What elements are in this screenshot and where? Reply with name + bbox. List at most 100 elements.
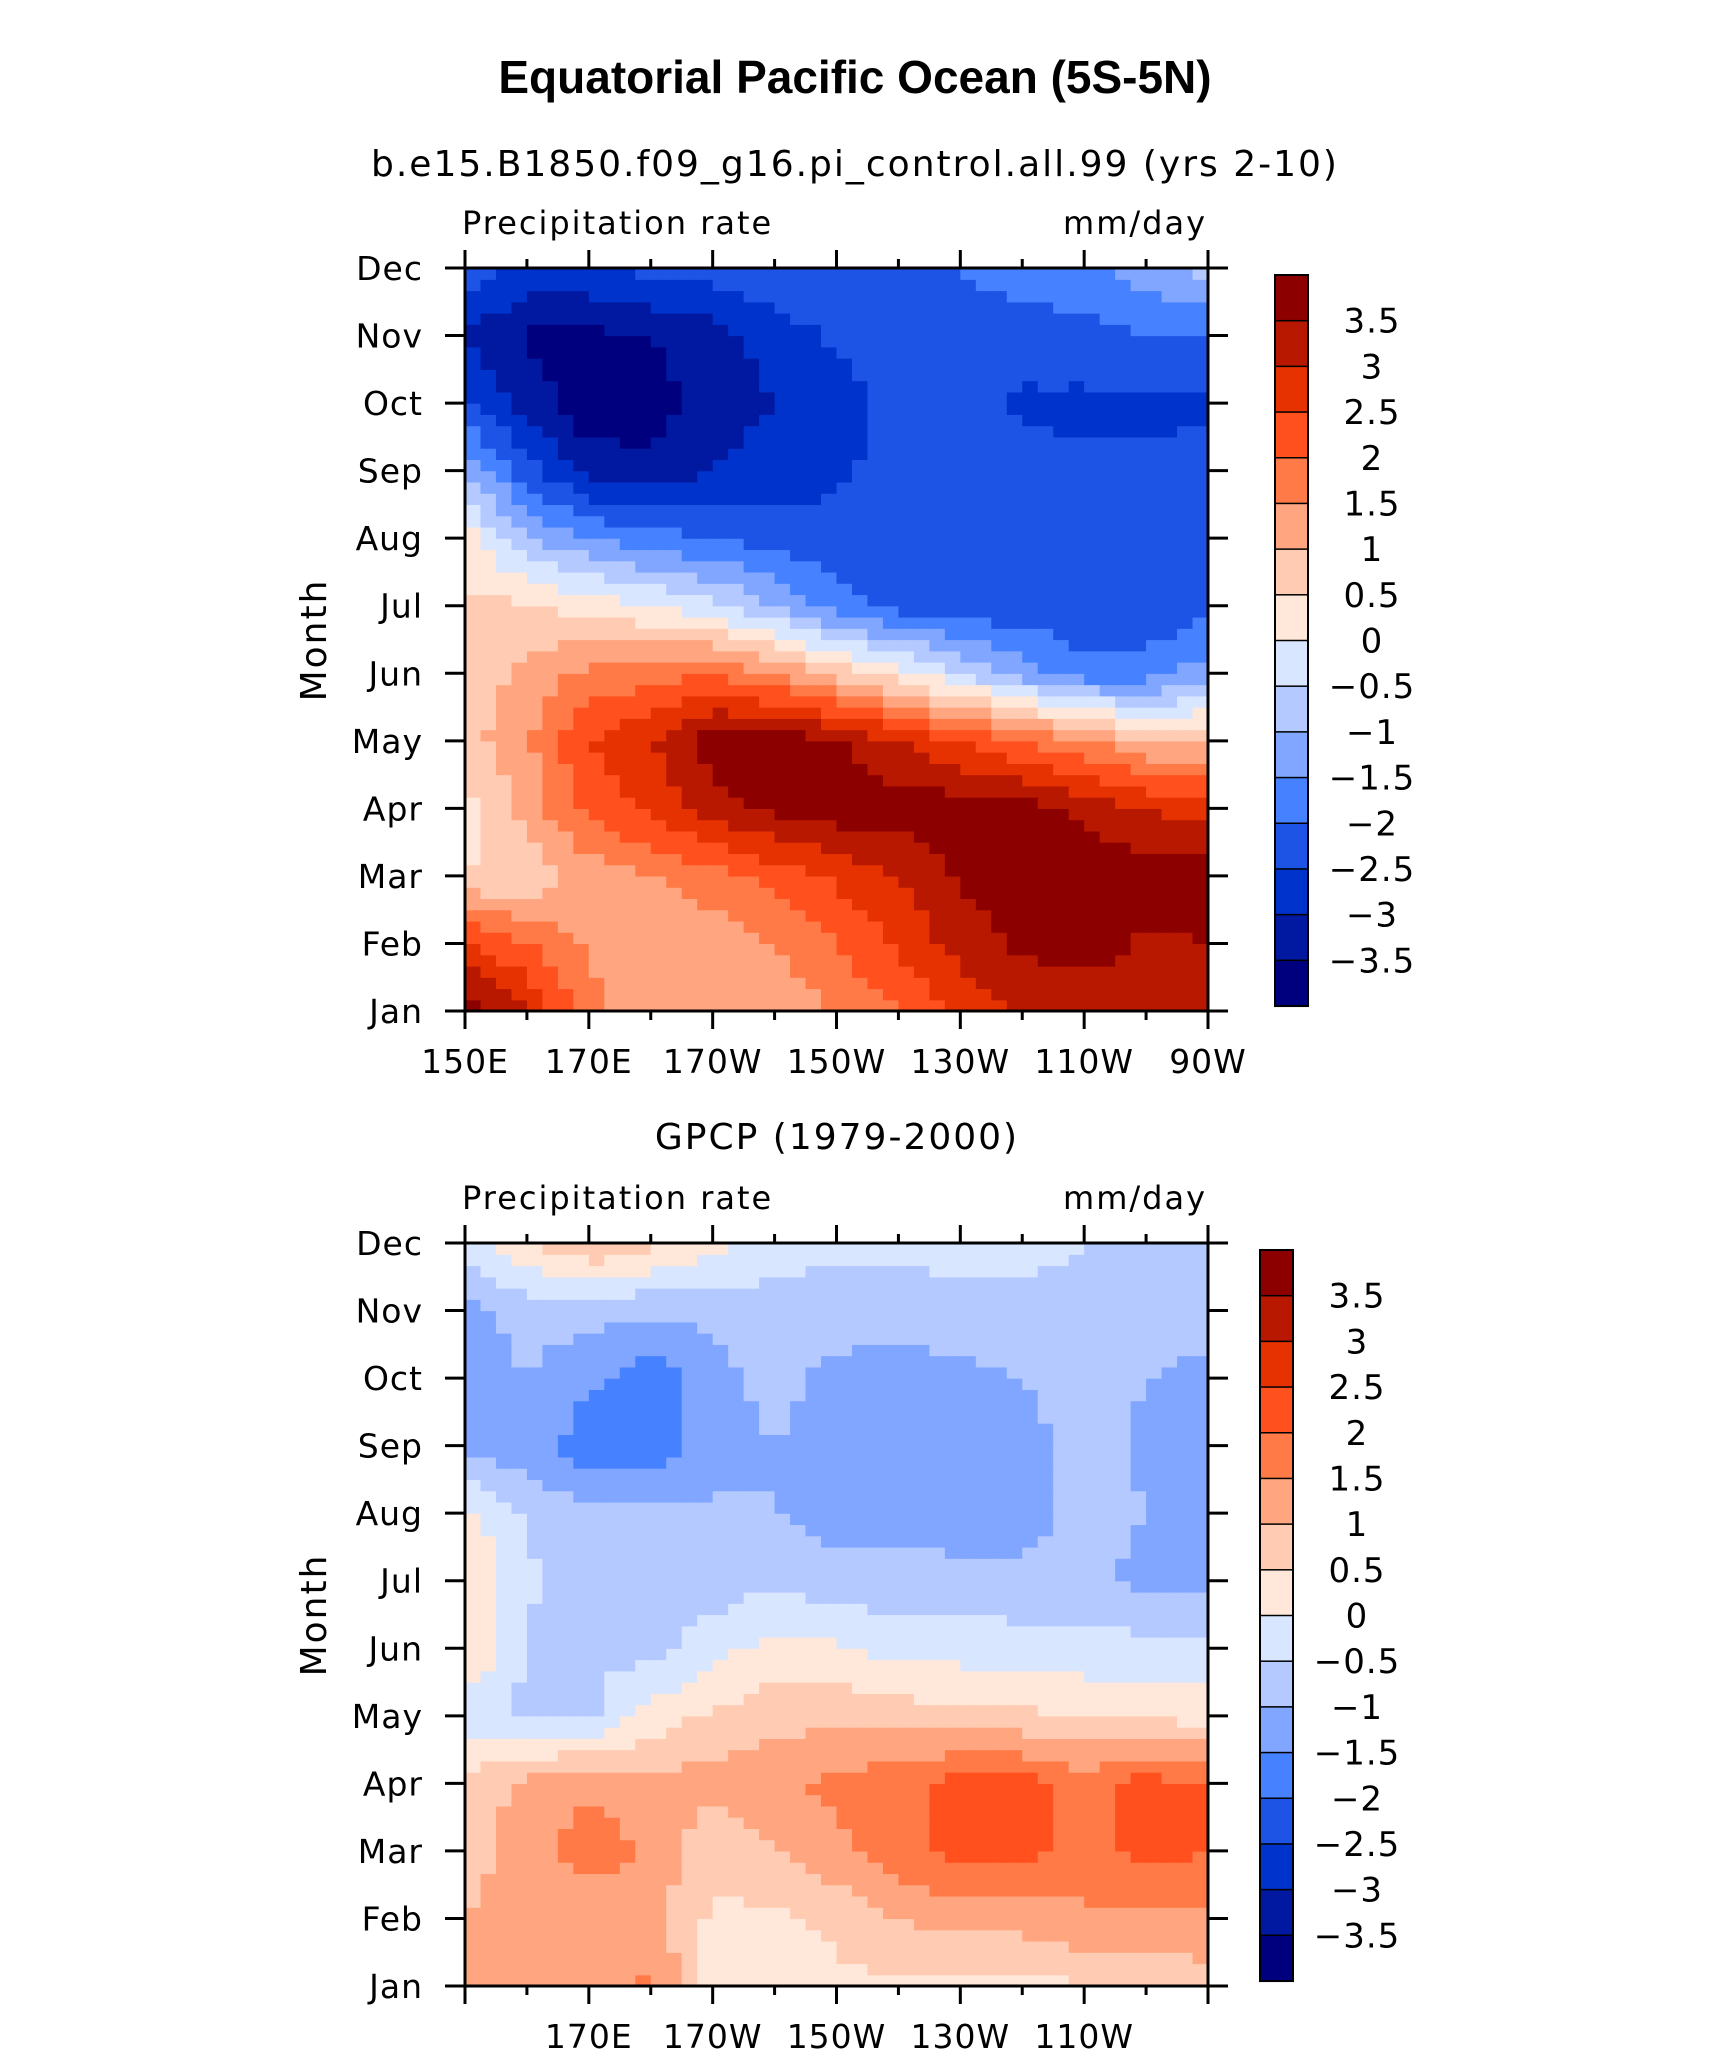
heatmap-cell (867, 1873, 884, 1886)
colorbar-box (1274, 457, 1309, 505)
heatmap-cell (480, 493, 497, 506)
heatmap-cell (728, 943, 745, 956)
heatmap-cell (836, 346, 853, 359)
heatmap-cell (697, 965, 714, 978)
heatmap-cell (774, 932, 791, 945)
heatmap-cell (666, 1884, 683, 1897)
heatmap-cell (495, 1907, 513, 1920)
heatmap-cell (526, 650, 543, 663)
heatmap-cell (1161, 965, 1178, 978)
heatmap-cell (821, 1648, 838, 1661)
heatmap-cell (604, 1749, 621, 1762)
heatmap-cell (573, 1693, 590, 1706)
heatmap-cell (882, 391, 900, 404)
heatmap-cell (1130, 1794, 1147, 1807)
heatmap-cell (604, 1850, 621, 1863)
heatmap-cell (1099, 1963, 1116, 1976)
heatmap-cell (681, 943, 698, 956)
heatmap-cell (960, 943, 977, 956)
heatmap-cell (821, 887, 838, 900)
heatmap-cell (1115, 932, 1132, 945)
heatmap-cell (991, 1895, 1008, 1908)
heatmap-cell (1115, 920, 1132, 933)
heatmap-cell (1115, 718, 1132, 731)
heatmap-cell (557, 864, 574, 877)
heatmap-cell (991, 583, 1008, 596)
heatmap-cell (728, 1828, 745, 1841)
heatmap-cell (666, 414, 683, 427)
heatmap-cell (465, 1760, 482, 1773)
heatmap-cell (495, 493, 513, 506)
heatmap-cell (836, 290, 853, 303)
heatmap-cell (573, 797, 590, 809)
heatmap-cell (1177, 1727, 1194, 1739)
heatmap-cell (650, 335, 667, 348)
heatmap-cell (1084, 358, 1101, 370)
heatmap-cell (573, 988, 590, 1001)
heatmap-cell (790, 662, 807, 674)
heatmap-cell (759, 1895, 776, 1908)
heatmap-cell (944, 797, 961, 809)
heatmap-cell (619, 1591, 636, 1604)
heatmap-cell (1177, 594, 1194, 607)
heatmap-cell (1115, 1850, 1132, 1863)
heatmap-cell (635, 853, 652, 866)
heatmap-cell (557, 662, 574, 674)
heatmap-cell (821, 752, 838, 764)
heatmap-cell (666, 313, 683, 325)
heatmap-cell (759, 684, 776, 697)
heatmap-cell (944, 774, 961, 787)
heatmap-cell (495, 1828, 513, 1841)
heatmap-cell (666, 684, 683, 697)
heatmap-cell (557, 1828, 574, 1841)
heatmap-cell (681, 1648, 698, 1661)
heatmap-cell (728, 1659, 745, 1672)
heatmap-cell (604, 1614, 621, 1627)
heatmap-cell (604, 1760, 621, 1773)
heatmap-cell (975, 1760, 992, 1773)
heatmap-cell (805, 853, 822, 866)
heatmap-cell (666, 909, 683, 922)
heatmap-cell (1115, 1682, 1132, 1694)
heatmap-cell (1006, 842, 1023, 854)
heatmap-cell (867, 594, 884, 607)
heatmap-cell (697, 414, 714, 427)
heatmap-cell (805, 898, 822, 911)
heatmap-cell (851, 1940, 869, 1953)
heatmap-cell (836, 774, 853, 787)
heatmap-cell (588, 864, 605, 877)
heatmap-cell (728, 459, 745, 472)
heatmap-cell (619, 1839, 636, 1852)
heatmap-cell (1146, 999, 1163, 1012)
heatmap-cell (526, 515, 543, 528)
heatmap-cell (821, 313, 838, 325)
heatmap-cell (1177, 898, 1194, 911)
heatmap-cell (1099, 1850, 1116, 1863)
heatmap-cell (1068, 414, 1085, 427)
heatmap-cell (666, 571, 683, 584)
colorbar-box (1274, 548, 1309, 596)
heatmap-cell (542, 1862, 559, 1875)
heatmap-cell (1161, 594, 1178, 607)
heatmap-cell (1068, 515, 1085, 528)
heatmap-cell (712, 324, 729, 337)
heatmap-cell (511, 1659, 528, 1672)
heatmap-cell (619, 1772, 636, 1784)
heatmap-cell (1099, 594, 1116, 607)
heatmap-cell (650, 864, 667, 877)
heatmap-cell (635, 830, 652, 843)
heatmap-cell (821, 673, 838, 686)
heatmap-cell (1099, 1817, 1116, 1829)
heatmap-cell (1053, 909, 1070, 922)
heatmap-cell (774, 1805, 791, 1818)
heatmap-cell (588, 1704, 605, 1717)
heatmap-cell (1115, 504, 1132, 517)
heatmap-cell (867, 1850, 884, 1863)
heatmap-cell (495, 639, 513, 652)
heatmap-cell (1053, 853, 1070, 866)
heatmap-cell (774, 493, 791, 506)
heatmap-cell (743, 1648, 760, 1661)
heatmap-cell (743, 707, 760, 719)
heatmap-cell (728, 999, 745, 1012)
heatmap-cell (1161, 920, 1178, 933)
